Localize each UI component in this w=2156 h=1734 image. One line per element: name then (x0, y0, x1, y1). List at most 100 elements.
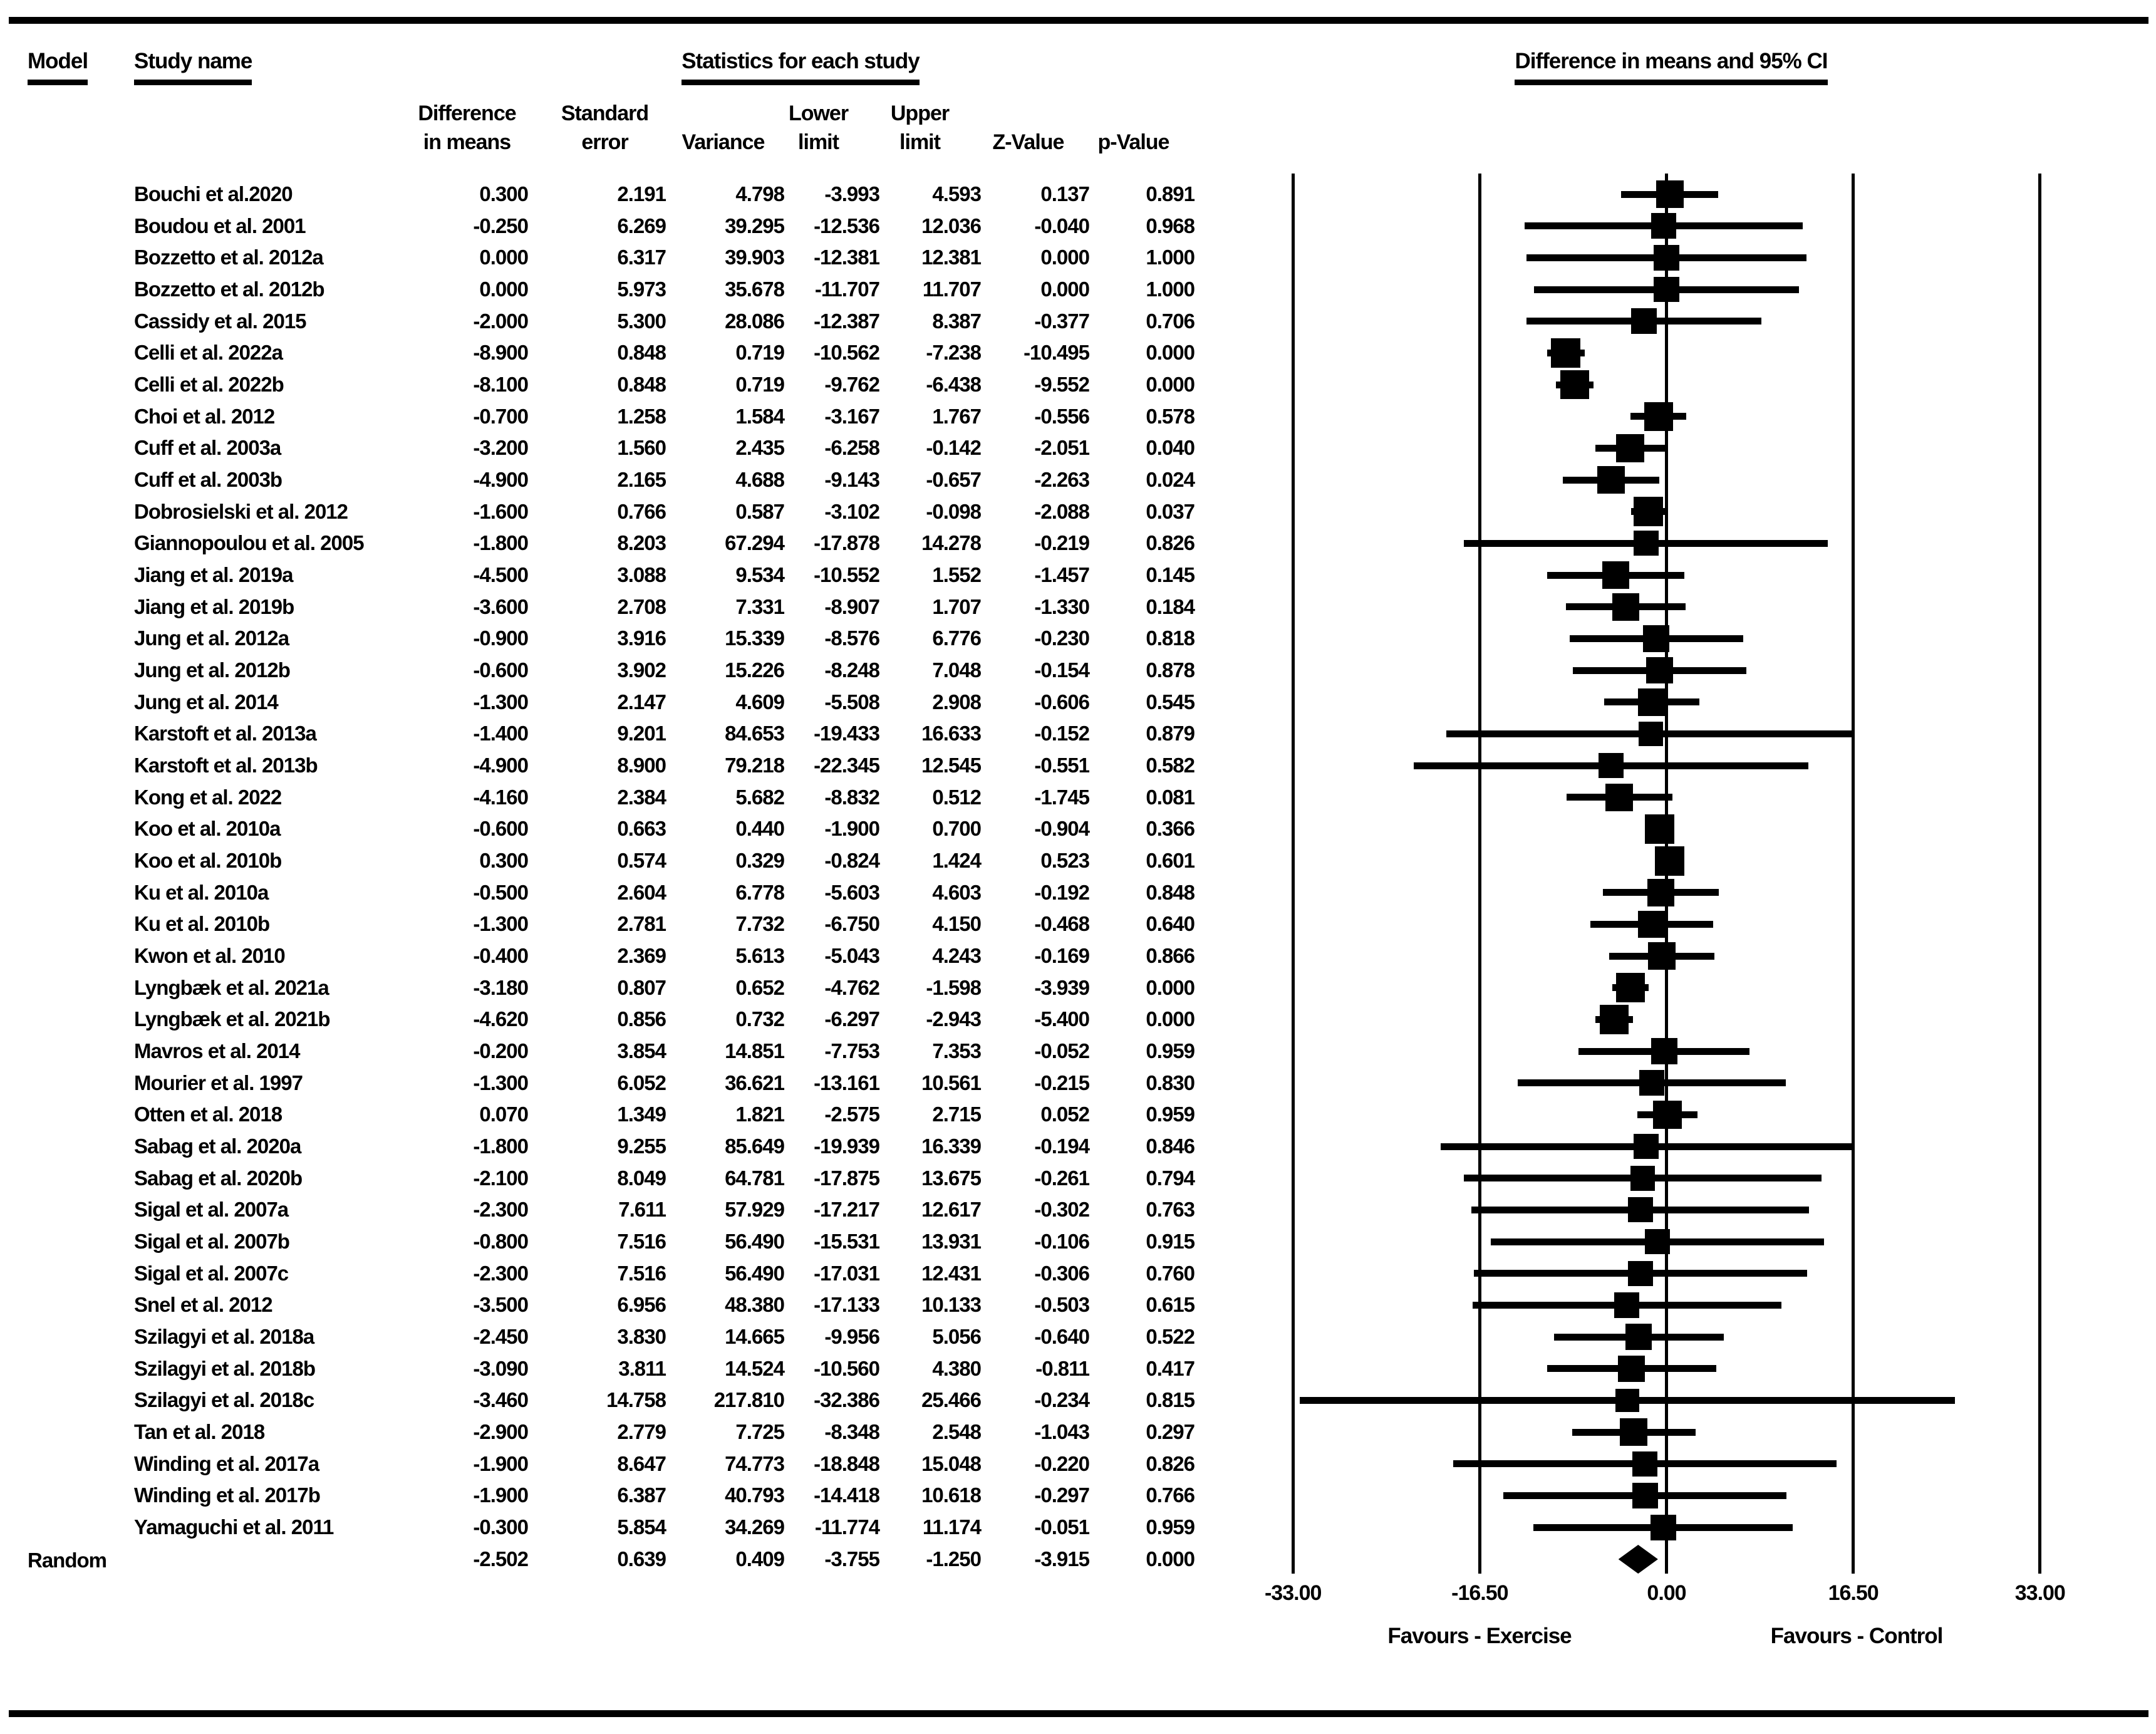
study-row-value: 39.903 (725, 246, 785, 269)
study-row-value: -2.300 (473, 1261, 529, 1285)
study-row-value: 1.000 (1146, 246, 1195, 269)
study-row-value: -18.848 (814, 1451, 880, 1475)
study-row-value: 14.851 (725, 1039, 785, 1063)
study-row-value: -10.562 (814, 341, 880, 365)
study-row-name: Sabag et al. 2020a (134, 1134, 301, 1158)
study-row-value: -0.220 (1034, 1451, 1090, 1475)
axis-tick-label: -33.00 (1264, 1581, 1322, 1605)
study-row-value: -0.230 (1034, 626, 1090, 650)
study-row-value: 14.665 (725, 1325, 785, 1349)
summary-row-value: -3.915 (1034, 1547, 1090, 1570)
study-row-value: 0.706 (1146, 309, 1195, 333)
effect-square (1620, 1418, 1647, 1446)
study-row-value: 4.593 (932, 182, 982, 205)
study-row-value: -0.200 (473, 1039, 529, 1063)
statistics-section-header-text: Statistics for each study (682, 49, 920, 85)
study-row-value: 2.147 (617, 690, 666, 714)
study-row-value: -4.900 (473, 754, 529, 777)
study-row-value: -11.774 (814, 1515, 880, 1539)
study-row-value: 3.811 (618, 1356, 666, 1380)
bottom-rule (9, 1710, 2148, 1717)
study-row-value: -10.560 (814, 1356, 880, 1380)
study-row-value: 7.353 (932, 1039, 982, 1063)
study-row-value: 0.300 (479, 182, 529, 205)
study-row-value: -0.377 (1034, 309, 1090, 333)
study-row-value: 0.700 (932, 817, 982, 841)
axis-tick-label: 16.50 (1828, 1581, 1879, 1605)
study-row-value: -19.433 (814, 722, 880, 745)
study-row-value: 1.560 (617, 436, 666, 460)
study-row-value: 217.810 (713, 1388, 785, 1412)
study-row-value: -0.169 (1034, 944, 1090, 968)
study-row-value: -1.900 (824, 817, 880, 841)
study-row-value: -15.531 (814, 1230, 880, 1254)
effect-square (1615, 973, 1646, 1003)
study-row-value: 4.150 (932, 912, 982, 936)
study-row-value: -9.143 (824, 468, 880, 492)
study-row-name: Jung et al. 2012b (134, 658, 291, 682)
study-row-value: 0.081 (1146, 785, 1195, 809)
study-row-value: 57.929 (725, 1198, 785, 1222)
axis-gridline (2038, 174, 2042, 1574)
study-row-value: 0.760 (1146, 1261, 1195, 1285)
study-row-value: 5.056 (932, 1325, 982, 1349)
study-row-name: Szilagyi et al. 2018c (134, 1388, 314, 1412)
study-row-name: Cuff et al. 2003a (134, 436, 281, 460)
study-row-name: Sigal et al. 2007b (134, 1230, 290, 1254)
study-row-value: 11.174 (922, 1515, 982, 1539)
effect-square (1627, 1260, 1653, 1286)
study-row-value: -3.939 (1034, 975, 1090, 999)
study-row-value: 56.490 (725, 1261, 785, 1285)
study-row-value: -9.552 (1034, 373, 1090, 397)
effect-square (1638, 721, 1663, 747)
study-row-value: -1.300 (473, 912, 529, 936)
study-row-value: 3.916 (617, 626, 666, 650)
study-row-value: 2.604 (617, 880, 666, 904)
study-row-name: Dobrosielski et al. 2012 (134, 499, 348, 523)
column-subheader: Standard error (561, 101, 649, 154)
study-row-value: 0.959 (1146, 1103, 1195, 1126)
study-row-value: 6.956 (617, 1293, 666, 1317)
study-row-name: Cuff et al. 2003b (134, 468, 282, 492)
study-row-value: 28.086 (725, 309, 785, 333)
summary-model-label: Random (28, 1549, 107, 1572)
study-row-value: 1.349 (617, 1103, 666, 1126)
study-row-value: 0.000 (1146, 1007, 1195, 1031)
study-row-value: -0.194 (1034, 1134, 1090, 1158)
study-row-value: -4.620 (473, 1007, 529, 1031)
study-row-name: Bozzetto et al. 2012b (134, 278, 325, 301)
study-row-value: -0.300 (473, 1515, 529, 1539)
study-row-value: 7.732 (735, 912, 785, 936)
study-row-value: 25.466 (921, 1388, 982, 1412)
study-row-value: 14.524 (725, 1356, 785, 1380)
study-row-value: 13.931 (921, 1230, 982, 1254)
effect-square (1647, 878, 1675, 906)
study-row-value: 3.902 (617, 658, 666, 682)
study-row-value: -0.040 (1034, 214, 1090, 237)
study-row-name: Szilagyi et al. 2018b (134, 1356, 316, 1380)
study-row-value: -7.753 (824, 1039, 880, 1063)
effect-square (1602, 561, 1629, 589)
study-row-value: -17.217 (814, 1198, 880, 1222)
study-row-value: -1.457 (1034, 563, 1090, 587)
study-row-value: -0.503 (1034, 1293, 1090, 1317)
study-row-value: 9.201 (617, 722, 666, 745)
effect-square (1616, 433, 1645, 462)
study-row-value: 0.826 (1146, 531, 1195, 555)
effect-square (1646, 657, 1673, 684)
study-row-name: Koo et al. 2010b (134, 849, 282, 873)
study-row-value: -11.707 (814, 278, 880, 301)
effect-square (1655, 846, 1685, 876)
study-row-value: 2.715 (932, 1103, 982, 1126)
study-row-name: Szilagyi et al. 2018a (134, 1325, 314, 1349)
study-row-value: -6.438 (926, 373, 982, 397)
study-row-value: 0.830 (1146, 1071, 1195, 1094)
study-row-value: 4.380 (932, 1356, 982, 1380)
study-row-value: 2.908 (932, 690, 982, 714)
effect-square (1614, 1292, 1640, 1318)
study-row-value: -1.745 (1034, 785, 1090, 809)
study-row-name: Mavros et al. 2014 (134, 1039, 300, 1063)
study-row-value: -4.900 (473, 468, 529, 492)
column-subheader: Z-Value (992, 130, 1065, 154)
study-row-value: 0.826 (1146, 1451, 1195, 1475)
